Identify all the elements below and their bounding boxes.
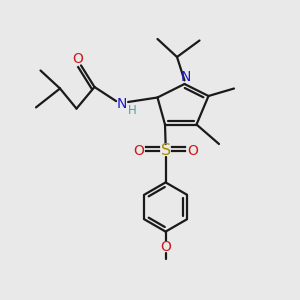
Text: O: O — [72, 52, 83, 66]
Text: O: O — [160, 240, 171, 254]
Text: O: O — [134, 144, 144, 158]
Text: O: O — [187, 144, 198, 158]
Text: N: N — [116, 97, 127, 110]
Text: N: N — [181, 70, 191, 84]
Text: H: H — [128, 103, 136, 117]
Text: S: S — [160, 143, 171, 158]
